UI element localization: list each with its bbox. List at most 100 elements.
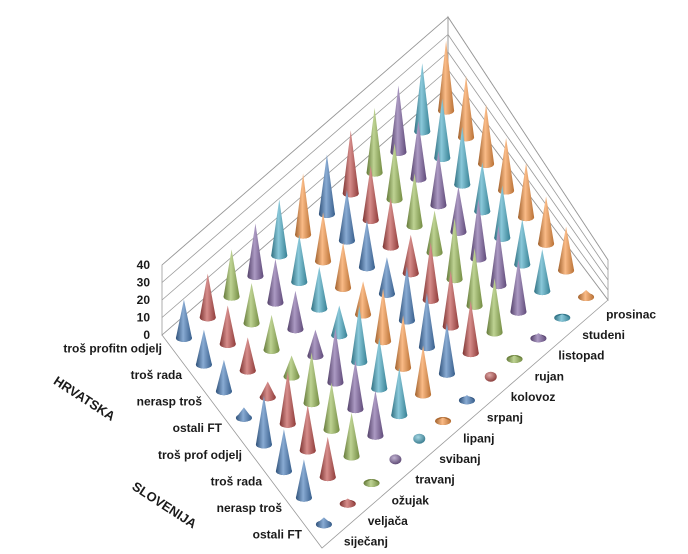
cone-mark xyxy=(295,459,312,502)
cone-mark xyxy=(319,436,336,482)
cone-mark xyxy=(275,429,292,476)
cone-mark xyxy=(358,219,375,272)
month-label: listopad xyxy=(558,349,604,363)
category-label: ostali FT xyxy=(253,528,303,542)
month-label: srpanj xyxy=(487,411,523,425)
z-tick-label: 20 xyxy=(137,293,151,307)
month-label: svibanj xyxy=(439,452,480,466)
cone-mark xyxy=(414,63,431,136)
month-label: kolovoz xyxy=(511,390,556,404)
cone-mark xyxy=(271,199,288,260)
cone-mark xyxy=(263,314,280,354)
cone-mark xyxy=(315,517,332,529)
month-label: veljača xyxy=(368,514,408,528)
category-label: troš rada xyxy=(131,368,183,382)
cone-mark xyxy=(484,371,497,382)
cone-mark xyxy=(259,381,276,402)
cone-mark xyxy=(498,138,515,195)
month-label: lipanj xyxy=(463,431,494,445)
month-label: studeni xyxy=(582,328,625,342)
cone-mark xyxy=(223,249,240,301)
cone-mark xyxy=(518,162,535,222)
cone-mark xyxy=(279,371,296,428)
cone-mark xyxy=(366,107,383,177)
cone-mark xyxy=(331,305,348,340)
cone-mark xyxy=(458,395,475,405)
cone-mark xyxy=(538,196,555,248)
cone-mark xyxy=(378,257,395,298)
cone-mark xyxy=(335,242,352,292)
cone-mark xyxy=(406,173,423,230)
cone-mark xyxy=(199,273,216,322)
cone-mark xyxy=(371,337,388,393)
cone-mark xyxy=(339,498,356,508)
month-label: siječanj xyxy=(344,535,388,549)
cone-mark xyxy=(291,234,308,286)
cone-mark xyxy=(175,299,192,342)
cone-mark xyxy=(318,154,335,218)
cone-mark xyxy=(389,454,402,465)
group-label: SLOVENIJA xyxy=(129,479,199,532)
z-tick-label: 30 xyxy=(137,276,151,290)
cone-mark xyxy=(438,40,455,115)
cone-mark xyxy=(558,226,575,275)
category-label: nerasp troš xyxy=(137,395,203,409)
cone-mark xyxy=(534,249,551,296)
category-label: troš profitn odjelj xyxy=(63,341,162,355)
month-label: prosinac xyxy=(606,307,656,321)
cone-mark xyxy=(195,329,212,369)
cone-mark xyxy=(255,395,272,449)
cone-mark xyxy=(283,355,300,381)
cone-mark xyxy=(382,197,399,251)
cone-mark xyxy=(506,355,523,364)
cone-mark xyxy=(474,162,491,216)
wall-gridline xyxy=(161,16,449,266)
cone-mark xyxy=(514,218,531,269)
month-label: travanj xyxy=(415,473,454,487)
cone-mark xyxy=(247,223,264,280)
wall-gridline xyxy=(447,16,609,261)
cone-mark xyxy=(215,359,232,396)
cone-mark xyxy=(243,283,260,328)
cone-mark xyxy=(530,333,547,343)
cone-mark xyxy=(367,390,384,440)
cone-mark xyxy=(338,189,355,245)
cone-mark xyxy=(462,300,479,358)
chart-cones xyxy=(175,40,595,529)
cone-mark xyxy=(323,382,340,434)
cone-mark xyxy=(303,352,320,408)
cone-mark xyxy=(307,329,324,360)
cone-mark xyxy=(438,322,455,378)
cone-mark xyxy=(219,305,236,348)
category-label: ostali FT xyxy=(173,421,223,435)
cone-mark xyxy=(343,412,360,461)
cone-mark xyxy=(342,130,359,198)
cone-mark xyxy=(391,367,408,420)
cone-mark xyxy=(299,404,316,455)
cone-mark xyxy=(430,150,447,210)
cone-mark xyxy=(426,210,443,257)
cone-mark xyxy=(415,345,432,399)
cone-mark xyxy=(311,266,328,313)
cone-mark xyxy=(486,278,503,337)
wall-gridline xyxy=(447,34,609,271)
cone-mark xyxy=(454,126,471,189)
cone-mark xyxy=(363,479,380,488)
cone-mark xyxy=(435,417,452,426)
cone-mark xyxy=(510,259,527,316)
category-label: troš rada xyxy=(211,474,263,488)
cone-mark xyxy=(450,186,467,236)
cone-mark xyxy=(578,290,595,302)
cone-mark xyxy=(315,212,332,266)
z-tick-label: 40 xyxy=(137,258,151,272)
cone-mark xyxy=(239,337,256,375)
wall-gridline xyxy=(161,34,449,283)
month-label: rujan xyxy=(535,369,564,383)
month-label: ožujak xyxy=(392,493,430,507)
wall-gridline xyxy=(161,51,449,301)
cone-mark xyxy=(267,258,284,307)
z-tick-label: 0 xyxy=(143,328,150,342)
category-label: nerasp troš xyxy=(217,501,283,515)
cone-mark xyxy=(235,407,252,422)
